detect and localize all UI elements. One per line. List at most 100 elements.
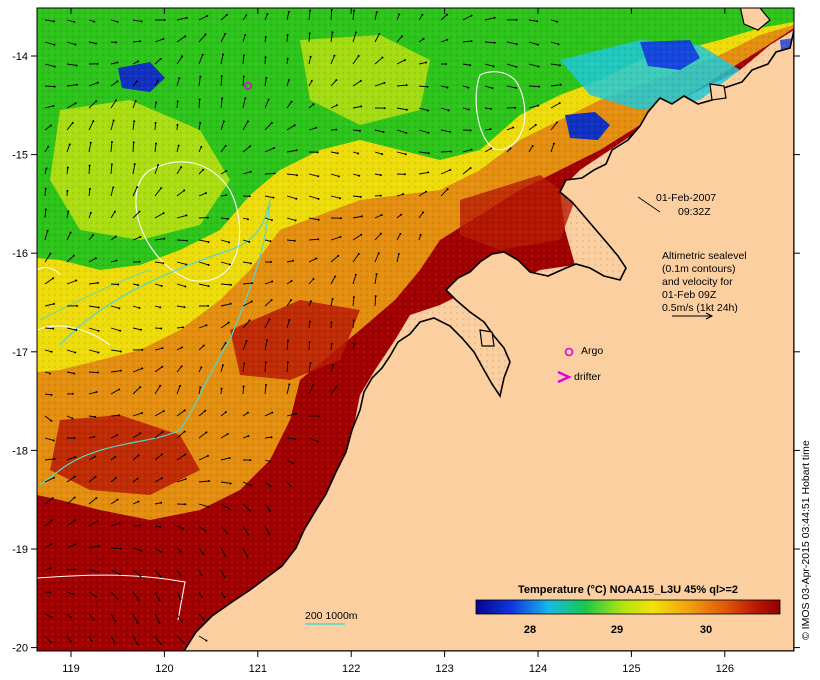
velocity-arrow-head — [200, 574, 203, 577]
velocity-arrow-head — [158, 599, 161, 602]
velocity-arrow-head — [449, 150, 452, 153]
velocity-arrow — [110, 142, 113, 153]
velocity-arrow-head — [89, 211, 92, 214]
velocity-arrow — [550, 63, 560, 66]
velocity-arrow — [198, 525, 207, 532]
velocity-arrow — [88, 497, 97, 505]
velocity-arrow — [154, 454, 163, 461]
velocity-arrow-head — [114, 476, 117, 479]
velocity-arrow-head — [134, 99, 137, 102]
velocity-arrow-head — [176, 123, 179, 126]
velocity-arrow-head — [398, 13, 401, 16]
velocity-arrow — [88, 282, 98, 285]
velocity-arrow-head — [138, 210, 141, 213]
velocity-arrow — [220, 170, 227, 175]
velocity-arrow-head — [246, 555, 249, 558]
velocity-arrow — [242, 145, 251, 153]
velocity-arrow — [110, 434, 118, 439]
date-leader-line — [637, 196, 661, 213]
velocity-arrow — [110, 62, 118, 65]
argo-legend-icon — [564, 347, 574, 357]
velocity-arrow — [132, 164, 136, 175]
velocity-arrow — [88, 142, 92, 153]
velocity-arrow-head — [229, 302, 232, 305]
velocity-arrow-head — [490, 147, 493, 150]
velocity-arrow — [66, 519, 76, 527]
velocity-arrow — [396, 129, 407, 134]
velocity-arrow-head — [200, 366, 203, 369]
velocity-arrow-head — [220, 387, 223, 390]
velocity-arrow-head — [141, 348, 144, 351]
velocity-arrow — [66, 167, 69, 175]
velocity-arrow — [66, 591, 74, 595]
velocity-arrow — [88, 305, 99, 308]
velocity-arrow — [462, 167, 471, 175]
velocity-arrow-head — [242, 385, 245, 388]
velocity-arrow-head — [251, 282, 254, 285]
velocity-arrow-head — [317, 238, 320, 241]
velocity-arrow-head — [470, 148, 473, 151]
velocity-arrow-head — [247, 435, 250, 438]
velocity-arrow — [220, 303, 231, 307]
velocity-arrow-head — [249, 484, 252, 487]
velocity-arrow — [220, 217, 229, 220]
velocity-arrow — [198, 410, 206, 417]
velocity-arrow-head — [357, 152, 360, 155]
velocity-arrow — [220, 569, 225, 578]
velocity-arrow — [44, 253, 51, 263]
velocity-arrow — [154, 502, 162, 505]
velocity-arrow — [66, 371, 75, 374]
velocity-arrow — [440, 85, 448, 88]
velocity-arrow-head — [286, 361, 289, 364]
velocity-arrow-head — [382, 131, 385, 134]
velocity-arrow-head — [96, 520, 99, 523]
velocity-arrow-head — [97, 545, 100, 548]
velocity-arrow-head — [96, 281, 99, 284]
velocity-arrow-head — [133, 120, 136, 123]
velocity-arrow-head — [204, 192, 207, 195]
velocity-arrow-head — [50, 616, 53, 619]
velocity-arrow-head — [68, 143, 71, 146]
velocity-arrow-head — [317, 175, 320, 178]
velocity-arrow-head — [161, 430, 164, 433]
velocity-arrow-head — [448, 130, 451, 133]
velocity-arrow-head — [316, 151, 319, 154]
velocity-arrow-head — [249, 170, 252, 173]
velocity-arrow-head — [244, 33, 247, 36]
velocity-arrow-head — [227, 321, 230, 324]
velocity-arrow — [154, 613, 160, 624]
velocity-arrow — [264, 281, 273, 285]
velocity-arrow — [462, 149, 472, 153]
velocity-arrow-head — [267, 98, 270, 101]
velocity-arrow — [154, 122, 156, 131]
velocity-arrow-head — [223, 575, 226, 578]
velocity-arrow-head — [515, 18, 518, 21]
velocity-arrow — [220, 121, 225, 131]
lat-tick-label: -19 — [12, 544, 28, 556]
velocity-arrow — [44, 327, 54, 330]
velocity-arrow — [286, 437, 296, 440]
velocity-arrow-head — [159, 643, 162, 646]
velocity-arrow-head — [53, 20, 56, 23]
velocity-arrow — [264, 299, 272, 307]
velocity-arrow-head — [308, 320, 311, 323]
velocity-arrow — [154, 164, 159, 175]
velocity-arrow — [528, 63, 539, 67]
velocity-arrow — [44, 415, 52, 422]
velocity-arrow-head — [198, 98, 201, 101]
velocity-arrow — [198, 15, 208, 21]
velocity-arrow-head — [95, 497, 98, 500]
velocity-arrow — [308, 10, 311, 21]
velocity-arrow — [154, 591, 160, 601]
velocity-arrow-head — [182, 527, 185, 530]
velocity-arrow — [264, 217, 273, 221]
velocity-arrow — [264, 362, 267, 373]
velocity-arrow-head — [269, 240, 272, 243]
velocity-arrow-head — [74, 102, 77, 105]
velocity-arrow-head — [446, 188, 449, 191]
velocity-arrow — [176, 239, 188, 242]
velocity-arrow — [308, 173, 319, 177]
velocity-arrow — [132, 613, 138, 623]
velocity-arrow-head — [339, 217, 342, 220]
velocity-arrow-head — [493, 41, 496, 44]
